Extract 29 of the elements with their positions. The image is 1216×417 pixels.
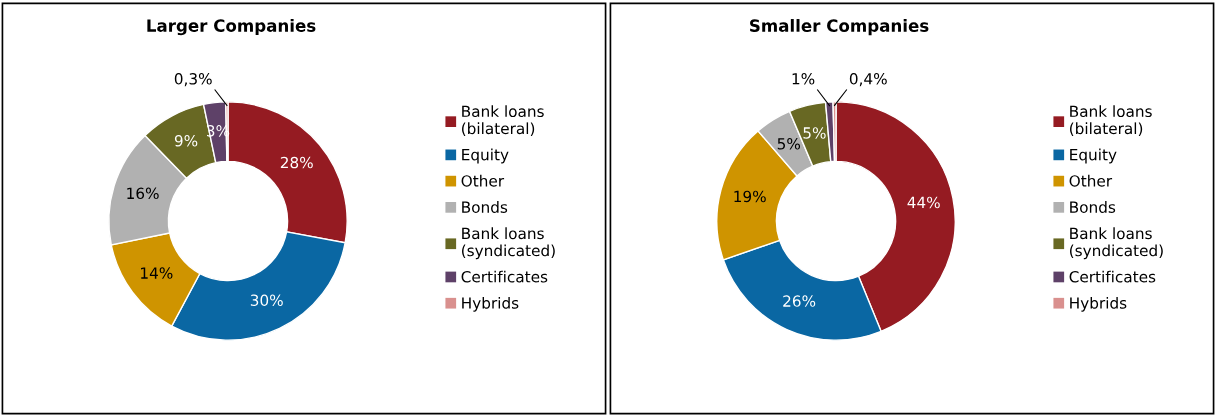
data-label: 5% [777,138,801,150]
legend-label: Other [1069,174,1113,187]
legend-label: Equity [1070,148,1117,164]
legend-label: Hybrids [1070,296,1127,312]
data-label: 28% [280,156,313,169]
chart-title: Larger Companies [147,18,316,36]
legend-label: Bank loans (bilateral) [462,105,544,136]
data-label: 0,3% [174,73,212,87]
legend-label: Bank loans (bilateral) [1070,105,1152,136]
legend-label: Bonds [462,201,508,213]
data-label: 16% [127,187,159,200]
legend-label: Bank loans (syndicated) [1070,227,1163,260]
data-label: 9% [174,134,198,147]
data-label: 0,4% [849,73,887,87]
legend-label: Hybrids [462,296,519,312]
legend-label: Certificates [1069,270,1156,283]
data-label: 44% [907,196,940,209]
data-label: 30% [250,294,283,306]
legend-label: Bonds [1070,201,1116,213]
data-label: 14% [141,267,173,279]
data-label: 19% [734,190,766,203]
data-label: 5% [803,127,826,139]
legend-label: Certificates [461,270,548,283]
data-label: 26% [783,295,816,307]
chart-title: Smaller Companies [750,19,929,36]
legend-label: Other [461,174,505,187]
data-label: 1% [792,73,815,85]
legend-label: Bank loans (syndicated) [462,227,555,260]
legend-label: Equity [462,148,509,164]
